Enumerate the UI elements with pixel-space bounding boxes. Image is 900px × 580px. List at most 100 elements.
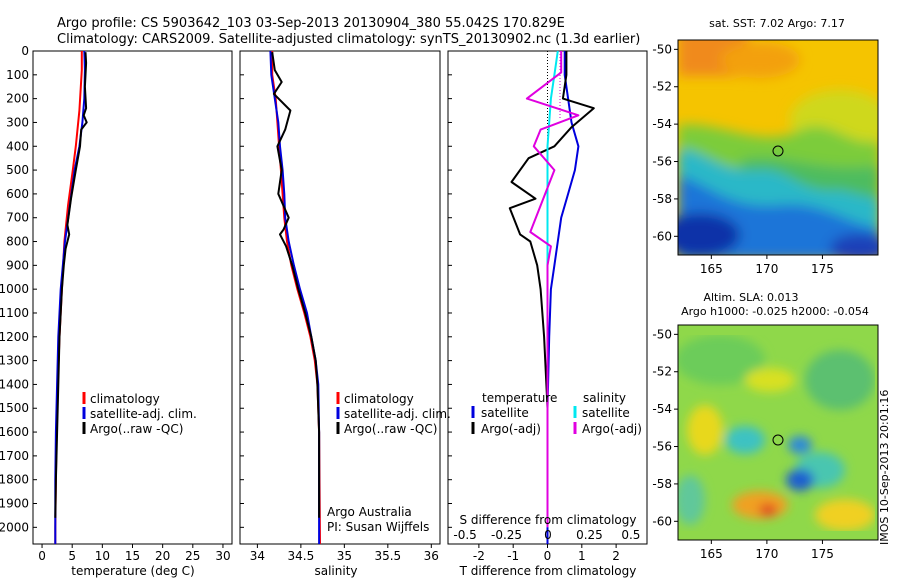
depth-tick-label: 700 xyxy=(6,211,29,225)
sla-cyan-1 xyxy=(725,426,765,454)
sla-map-axes: -50 -52 -54 -56 -58 -60 165 170 175 xyxy=(652,327,834,561)
lat-tick-label: -50 xyxy=(652,42,672,56)
sla-yellow-se xyxy=(815,499,875,531)
lon-tick-label: 175 xyxy=(811,262,834,276)
depth-tick-label: 300 xyxy=(6,115,29,129)
sst-map-image xyxy=(678,40,878,255)
footer-timestamp: IMOS 10-Sep-2013 20:01:16 xyxy=(878,390,891,545)
sla-red-spot xyxy=(759,504,777,516)
series-line-t-argo-adj- xyxy=(508,51,595,518)
difference-series xyxy=(508,50,595,544)
lat-tick-label: -56 xyxy=(652,440,672,454)
lat-tick-label: -50 xyxy=(652,327,672,341)
salinity-x-ticks: 34 34.5 35 35.5 36 xyxy=(250,544,439,563)
depth-tick-label: 1400 xyxy=(0,377,29,391)
x-tick-label: 36 xyxy=(424,549,439,563)
x-tick-label: -2 xyxy=(473,549,485,563)
sst-map-frame xyxy=(677,39,879,256)
lon-tick-label: 170 xyxy=(755,547,778,561)
lat-tick-label: -60 xyxy=(652,514,672,528)
salinity-series xyxy=(269,50,321,545)
s-tick-label: -0.25 xyxy=(491,528,522,542)
annotation-pi: PI: Susan Wijffels xyxy=(327,520,429,534)
depth-tick-label: 1700 xyxy=(0,449,29,463)
x-tick-label: 1 xyxy=(578,549,586,563)
s-difference-label: S difference from climatology xyxy=(460,513,637,527)
sla-map-title-1: Altim. SLA: 0.013 xyxy=(703,291,798,304)
difference-legend: temperature satellite Argo(-adj) salinit… xyxy=(471,391,642,436)
x-tick-label: 5 xyxy=(68,549,76,563)
sla-map-title-2: Argo h1000: -0.025 h2000: -0.054 xyxy=(681,305,869,318)
sla-yellow-1 xyxy=(745,368,795,392)
s-difference-ticks: -0.5 -0.25 0 0.25 0.5 xyxy=(453,528,640,542)
depth-tick-label: 900 xyxy=(6,258,29,272)
depth-tick-label: 600 xyxy=(6,187,29,201)
x-tick-label: 0 xyxy=(544,549,552,563)
x-tick-label: 35 xyxy=(337,549,352,563)
depth-tick-label: 1100 xyxy=(0,306,29,320)
salinity-legend: climatology satellite-adj. clim. Argo(..… xyxy=(336,392,451,436)
s-tick-label: 0 xyxy=(544,528,552,542)
legend-label-t-satellite: satellite xyxy=(481,406,529,420)
sst-deep-blue-se xyxy=(830,234,878,255)
series-line-s-satellite xyxy=(546,50,559,528)
sst-orange-blob xyxy=(720,42,800,78)
lon-tick-label: 165 xyxy=(700,262,723,276)
lat-tick-label: -56 xyxy=(652,155,672,169)
lon-tick-label: 170 xyxy=(755,262,778,276)
sla-map-image xyxy=(678,325,878,540)
lon-tick-label: 165 xyxy=(700,547,723,561)
temperature-x-ticks: 0 5 10 15 20 25 30 xyxy=(38,544,231,563)
depth-tick-label: 500 xyxy=(6,163,29,177)
lat-tick-label: -52 xyxy=(652,80,672,94)
difference-x-ticks: -2 -1 0 1 2 xyxy=(473,544,620,563)
header-line-2: Climatology: CARS2009. Satellite-adjuste… xyxy=(57,32,640,47)
s-tick-label: -0.5 xyxy=(453,528,476,542)
depth-tick-label: 1200 xyxy=(0,330,29,344)
series-line-satellite-adj-clim- xyxy=(269,50,321,544)
series-line-argo-raw-qc- xyxy=(54,52,88,518)
depth-tick-label: 1800 xyxy=(0,473,29,487)
lat-tick-label: -60 xyxy=(652,229,672,243)
depth-tick-label: 1300 xyxy=(0,354,29,368)
x-tick-label: 10 xyxy=(95,549,110,563)
legend-label-s-satellite: satellite xyxy=(582,406,630,420)
depth-tick-label: 800 xyxy=(6,235,29,249)
s-tick-label: 0.25 xyxy=(576,528,603,542)
depth-tick-label: 1500 xyxy=(0,401,29,415)
legend-label-s-argo: Argo(-adj) xyxy=(582,422,642,436)
legend-label-t-argo: Argo(-adj) xyxy=(481,422,541,436)
header-line-1: Argo profile: CS 5903642_103 03-Sep-2013… xyxy=(57,16,565,31)
depth-tick-label: 200 xyxy=(6,92,29,106)
series-line-t-satellite xyxy=(546,51,580,544)
sla-cyan-w xyxy=(678,475,705,525)
x-tick-label: 35.5 xyxy=(374,549,401,563)
sla-green-e xyxy=(805,350,875,410)
x-tick-label: 20 xyxy=(155,549,170,563)
temperature-xlabel: temperature (deg C) xyxy=(71,564,194,578)
legend-title-temperature: temperature xyxy=(482,391,557,405)
sst-map-axes: -50 -52 -54 -56 -58 -60 165 170 175 xyxy=(652,42,834,276)
depth-axis: 0 100 200 300 400 500 600 700 800 900 1000 1100 1200… xyxy=(0,44,452,534)
sla-blue-eddy xyxy=(786,469,814,491)
sst-argo-location-marker xyxy=(772,145,784,157)
temperature-legend: climatology satellite-adj. clim. Argo(..… xyxy=(82,392,197,436)
depth-tick-label: 2000 xyxy=(0,520,29,534)
sst-map-title: sat. SST: 7.02 Argo: 7.17 xyxy=(709,17,845,30)
sla-orange-sw xyxy=(732,491,788,519)
lat-tick-label: -52 xyxy=(652,365,672,379)
legend-label-climatology: climatology xyxy=(344,392,414,406)
sla-green-n xyxy=(678,335,765,385)
lat-tick-label: -54 xyxy=(652,117,672,131)
legend-label-satellite: satellite-adj. clim. xyxy=(344,407,451,421)
x-tick-label: 0 xyxy=(38,549,46,563)
sla-blue-eddy-2 xyxy=(788,436,812,454)
x-tick-label: 25 xyxy=(185,549,200,563)
s-tick-label: 0.5 xyxy=(621,528,640,542)
series-line-satellite-adj-clim- xyxy=(54,50,86,544)
salinity-panel xyxy=(239,50,441,545)
series-line-s-argo-adj- xyxy=(525,51,580,528)
temperature-series xyxy=(54,50,88,544)
legend-label-climatology: climatology xyxy=(90,392,160,406)
